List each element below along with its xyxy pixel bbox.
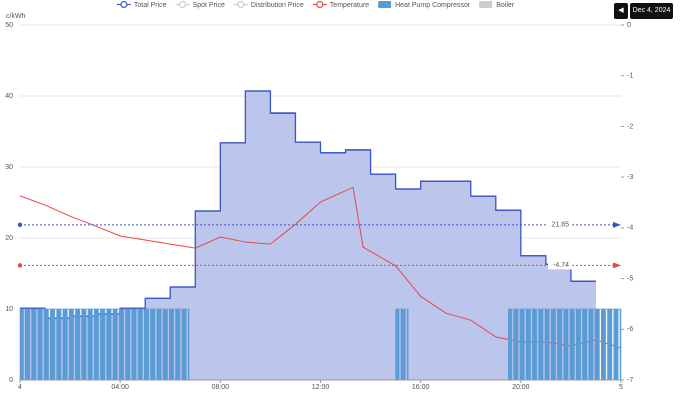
x-tick-label: 20:00 [512,384,530,391]
y2-tick-label: -5 [627,275,633,282]
legend-icon [316,0,324,9]
compressor-bar [19,308,190,381]
x-tick-label: 12:00 [312,384,330,391]
y2-tick-label: -4 [627,225,633,232]
legend: Total Price Spot Price Distribution Price T… [116,0,515,9]
legend-label: Spot Price [193,2,225,9]
mark-line-label: 21.85 [551,222,569,229]
y-tick-label: 40 [5,93,13,100]
legend-item[interactable]: Temperature [312,0,369,9]
legend-item[interactable]: Spot Price [175,0,225,9]
legend-icon [479,1,493,8]
mark-line-label: -4.74 [553,262,569,269]
x-tick-label: 08:00 [212,384,230,391]
x-tick-label: 4 [18,384,22,391]
legend-item[interactable]: Distribution Price [233,0,304,9]
legend-label: Temperature [330,2,369,9]
y-tick-label: 0 [9,377,13,384]
legend-item[interactable]: Total Price [116,0,167,9]
legend-label: Distribution Price [251,2,304,9]
y-axis-label: c/kWh [6,13,26,20]
x-tick-label: 16:00 [412,384,430,391]
y-tick-label: 20 [5,235,13,242]
y2-tick-label: -1 [627,73,633,80]
prev-day-button[interactable]: ◀ [614,3,628,19]
y2-tick-label: -2 [627,123,633,130]
mark-line-start [17,263,23,268]
y2-tick-label: 0 [627,22,631,29]
legend-icon [178,0,187,9]
y-tick-label: 30 [5,164,13,171]
legend-item[interactable]: Heat Pump Compressor [378,1,471,9]
mark-label-bg [548,261,572,270]
legend-label: Total Price [134,2,167,9]
compressor-bar [395,308,409,381]
mark-line-arrow [613,221,621,228]
x-tick-label: 5 [619,384,623,391]
legend-icon [237,0,245,9]
y2-tick-label: -6 [627,326,633,333]
y2-tick-label: -7 [627,377,633,384]
legend-icon [120,0,128,9]
date-button[interactable]: Dec 4, 2024 [630,3,673,19]
y-tick-label: 50 [5,22,13,29]
mark-line-arrow [613,262,621,269]
y-tick-label: 10 [5,306,13,313]
x-tick-label: 04:00 [111,384,129,391]
y2-tick-label: -3 [627,174,633,181]
legend-item[interactable]: Boiler [479,1,515,9]
compressor-bar [508,308,622,381]
price-area [20,91,596,380]
mark-label-bg [548,220,572,229]
legend-label: Boiler [496,2,515,9]
legend-icon [378,1,392,8]
mark-line-start [17,222,23,228]
legend-label: Heat Pump Compressor [395,2,471,9]
